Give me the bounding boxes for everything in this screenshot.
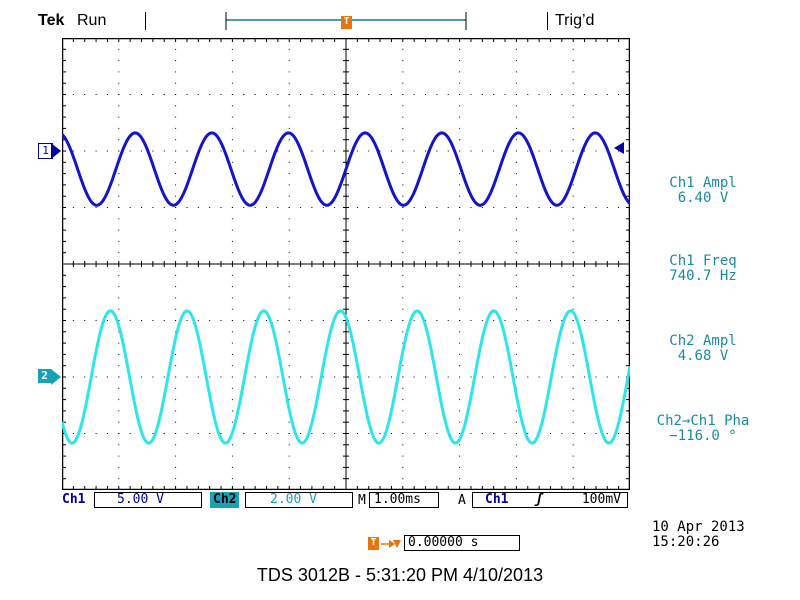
measurement-ch2-ch1-phase: Ch2→Ch1 Pha −116.0 °: [656, 413, 750, 444]
oscilloscope-graticule[interactable]: [62, 38, 630, 490]
trigger-level-arrow-icon[interactable]: [614, 142, 624, 154]
ch2-marker-arrow-icon: [51, 369, 61, 385]
screenshot-caption: TDS 3012B - 5:31:20 PM 4/10/2013: [256, 565, 544, 585]
trigger-mode: A: [458, 493, 466, 508]
measurement-ch1-freq: Ch1 Freq 740.7 Hz: [669, 253, 737, 284]
trigger-offset-icon: T: [368, 537, 379, 550]
run-state: Run: [77, 12, 107, 29]
ch1-scale[interactable]: 5.00 V: [94, 492, 202, 508]
header-divider: [547, 12, 548, 30]
timebase-prefix: M: [358, 493, 366, 508]
trigger-source: Ch1: [485, 492, 509, 507]
brand-logo: Tek: [38, 12, 65, 29]
ch2-ground-marker[interactable]: 2: [38, 369, 51, 383]
ch1-label: Ch1: [62, 492, 86, 507]
ch2-waveform: [62, 309, 630, 445]
trigger-level: 100mV: [581, 492, 621, 507]
timebase-scale[interactable]: 1.00ms: [369, 492, 439, 508]
trigger-offset-arrow-icon: [381, 540, 401, 548]
ch1-waveform: [62, 131, 630, 207]
header-divider: [145, 12, 146, 30]
trigger-settings-box[interactable]: Ch1 ʃ 100mV: [472, 492, 628, 508]
capture-datetime: 10 Apr 2013 15:20:26: [652, 519, 745, 550]
trigger-slope-icon: ʃ: [535, 492, 543, 507]
ch1-marker-arrow-icon: [51, 143, 61, 159]
ch2-label: Ch2: [210, 492, 240, 508]
trigger-offset-value[interactable]: 0.00000 s: [404, 535, 520, 551]
measurement-ch2-ampl: Ch2 Ampl 4.68 V: [669, 333, 737, 364]
graticule-grid: [62, 38, 630, 490]
trigger-status: Trig’d: [555, 12, 595, 29]
measurement-ch1-ampl: Ch1 Ampl 6.40 V: [669, 175, 737, 206]
trigger-position-icon[interactable]: T: [341, 16, 352, 29]
ch2-scale[interactable]: 2.00 V: [245, 492, 353, 508]
